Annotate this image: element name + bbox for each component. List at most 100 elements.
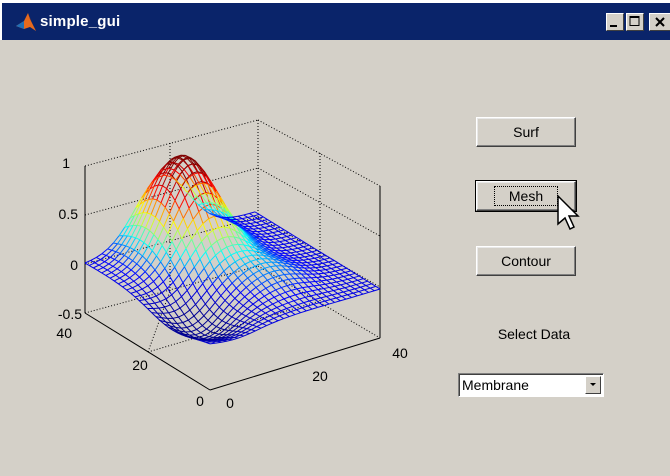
mesh-line xyxy=(223,270,229,278)
mesh-line xyxy=(192,198,199,206)
mesh-line xyxy=(171,241,177,250)
mesh-line xyxy=(185,303,191,311)
mesh-line xyxy=(248,295,255,301)
mesh-line xyxy=(128,249,135,259)
mesh-line xyxy=(167,162,175,174)
mesh-line xyxy=(249,291,255,297)
mesh-line xyxy=(334,300,341,303)
mesh-line xyxy=(325,282,331,285)
surf-button[interactable]: Surf xyxy=(476,117,576,147)
mesh-line xyxy=(137,284,143,290)
mesh-line xyxy=(206,328,211,333)
mesh-line xyxy=(216,289,222,296)
mesh-line xyxy=(251,219,257,223)
mesh-line xyxy=(296,309,301,314)
maximize-button[interactable] xyxy=(626,13,644,31)
mesh-line xyxy=(312,261,318,265)
mesh-line xyxy=(130,263,138,271)
mesh-line xyxy=(321,292,327,297)
mesh-line xyxy=(365,283,372,287)
mesh-line xyxy=(302,305,308,309)
mesh-line xyxy=(276,307,282,312)
mesh-line xyxy=(136,288,143,292)
mesh-line xyxy=(122,257,129,265)
mesh-line xyxy=(264,267,270,274)
mesh-line xyxy=(288,231,293,236)
mesh-line xyxy=(317,249,322,254)
mesh-line xyxy=(178,208,184,219)
mesh-line xyxy=(207,276,213,285)
mesh-plot[interactable]: 1 0.5 0 -0.5 40 20 0 0 20 40 xyxy=(0,48,430,448)
mesh-line xyxy=(122,263,128,268)
mesh-line xyxy=(303,244,310,248)
mesh-line xyxy=(139,276,145,282)
mesh-line xyxy=(138,252,143,257)
mesh-line xyxy=(239,237,246,242)
mesh-line xyxy=(203,182,210,194)
mesh-line xyxy=(347,294,352,298)
contour-button[interactable]: Contour xyxy=(476,246,576,276)
mesh-line xyxy=(219,263,225,272)
mesh-line xyxy=(182,282,188,291)
mesh-line xyxy=(339,273,344,277)
mesh-line xyxy=(236,252,242,259)
mesh-line xyxy=(244,296,250,301)
mesh-line xyxy=(139,192,147,205)
mesh-line xyxy=(268,296,275,301)
mesh-line xyxy=(280,287,286,293)
mesh-line xyxy=(340,269,346,273)
mesh-line xyxy=(279,241,285,245)
minimize-icon xyxy=(610,25,617,27)
mesh-line xyxy=(168,167,175,171)
mesh-line xyxy=(305,295,311,298)
mesh-line xyxy=(325,254,331,259)
mesh-line xyxy=(186,290,192,298)
mesh-line xyxy=(275,289,281,295)
mesh-line xyxy=(160,298,167,302)
mesh-line xyxy=(129,237,137,248)
mesh-line xyxy=(231,277,239,284)
close-button[interactable] xyxy=(649,13,670,31)
mesh-line xyxy=(279,269,285,275)
mesh-line xyxy=(225,254,232,260)
mesh-line xyxy=(155,316,162,319)
mesh-line xyxy=(321,265,328,268)
mesh-line xyxy=(114,258,119,263)
mesh-line xyxy=(125,269,132,275)
mesh-line xyxy=(273,296,279,302)
mesh-line xyxy=(168,312,174,319)
mesh-line xyxy=(217,334,224,339)
mesh-line xyxy=(146,181,154,190)
mesh-line xyxy=(113,277,121,282)
mesh-line xyxy=(208,193,216,204)
title-bar[interactable]: simple_gui xyxy=(0,0,670,40)
mesh-line xyxy=(283,316,290,320)
mesh-line xyxy=(280,250,286,254)
dropdown-arrow-button[interactable] xyxy=(585,376,601,394)
mesh-line xyxy=(340,298,347,302)
mesh-line xyxy=(344,285,351,289)
mesh-line xyxy=(126,225,134,237)
mesh-line xyxy=(307,261,314,264)
mesh-line xyxy=(319,300,325,304)
mesh-line xyxy=(234,297,240,303)
mesh-line xyxy=(232,215,239,218)
mesh-line xyxy=(195,241,202,250)
mesh-line xyxy=(237,224,244,227)
mesh-line xyxy=(300,291,307,294)
mesh-line xyxy=(93,264,100,269)
data-select-dropdown[interactable]: Membrane xyxy=(458,373,604,397)
mesh-line xyxy=(279,239,286,243)
mesh-line xyxy=(286,236,292,240)
mesh-line xyxy=(254,247,260,253)
mesh-line xyxy=(214,302,220,308)
mesh-line xyxy=(271,261,277,267)
mesh-line xyxy=(135,197,143,208)
mesh-line xyxy=(266,306,272,311)
mesh-line xyxy=(198,275,204,284)
mesh-line xyxy=(255,283,262,288)
mesh-line xyxy=(234,258,242,263)
mesh-line xyxy=(241,313,247,317)
minimize-button[interactable] xyxy=(606,13,624,31)
mesh-line xyxy=(314,299,320,304)
